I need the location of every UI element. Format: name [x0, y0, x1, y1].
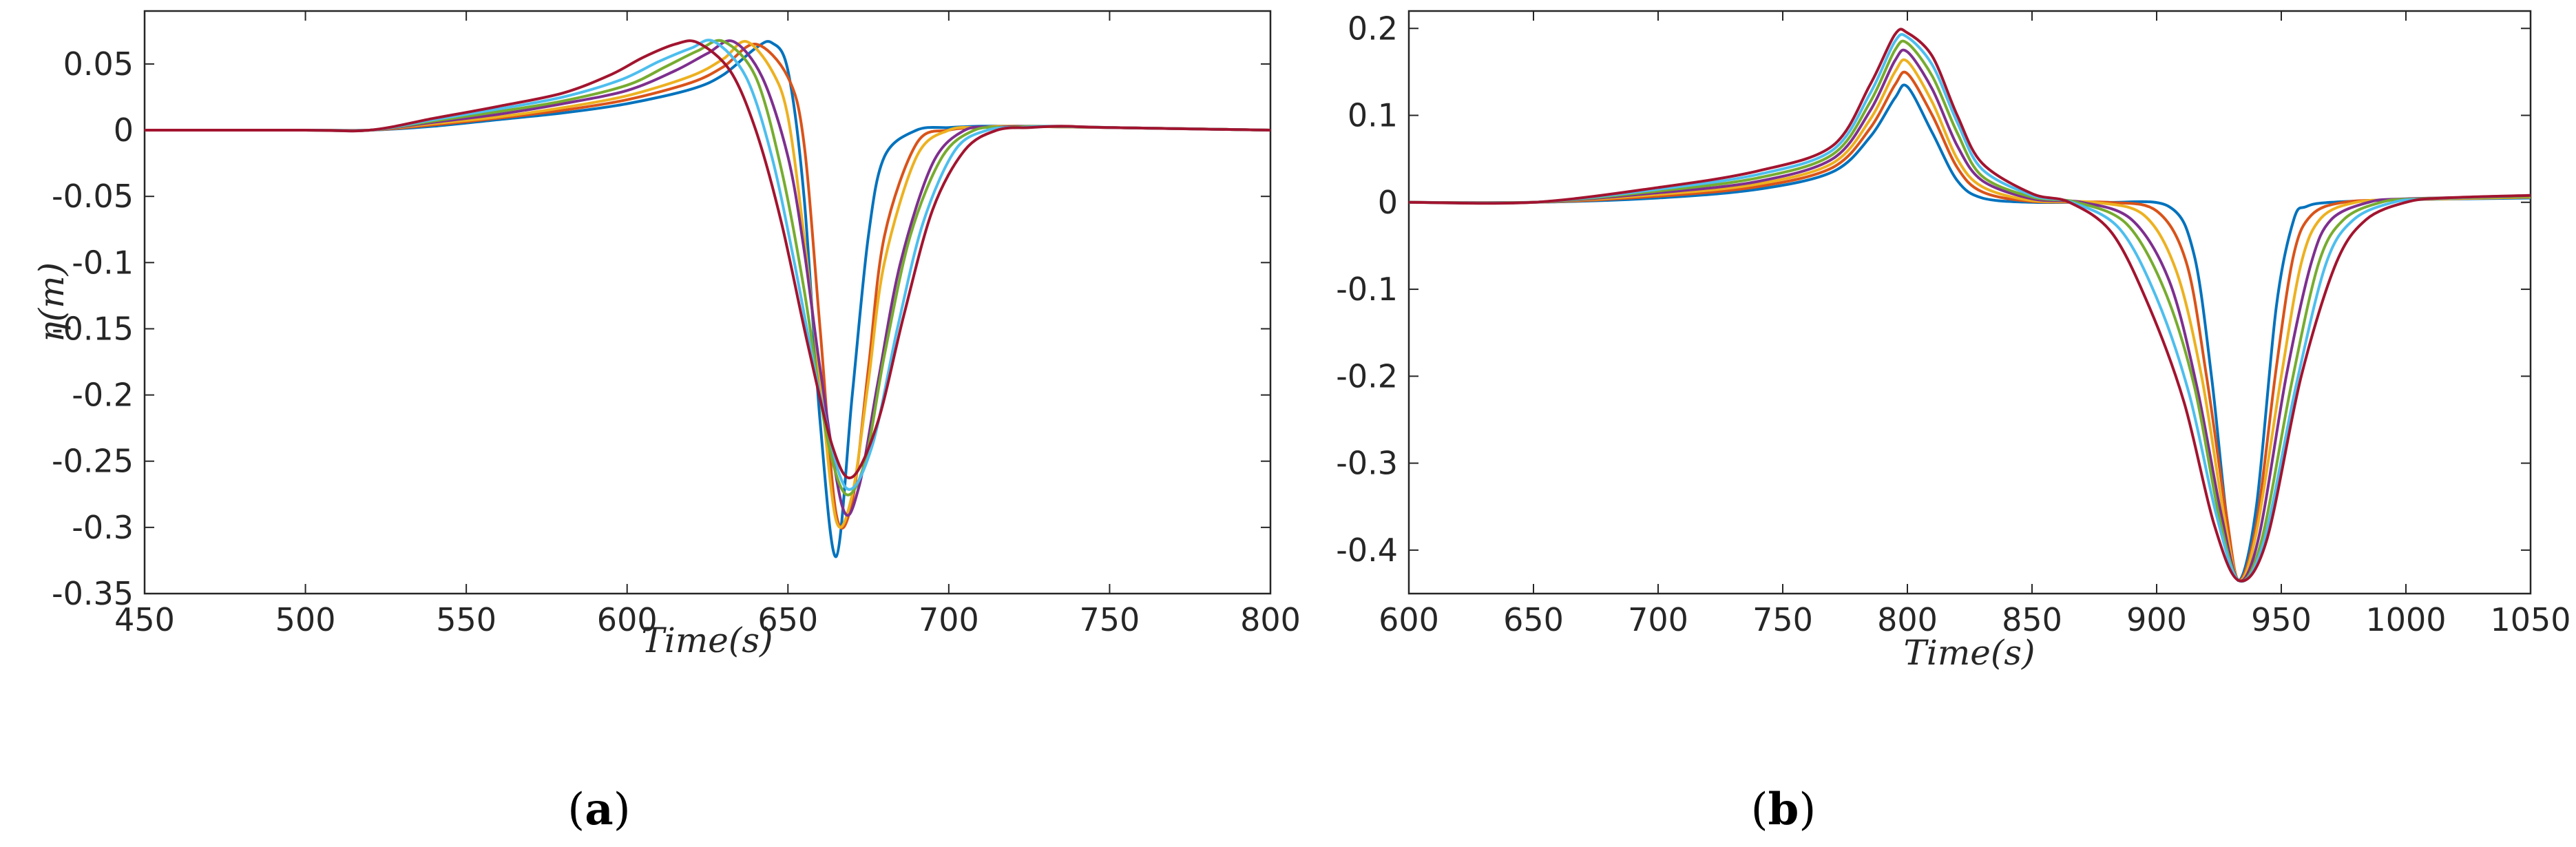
y-tick-label: -0.2	[1336, 357, 1398, 395]
x-axis-label-b: Time(s)	[1903, 633, 2035, 673]
series-line-6	[145, 39, 1270, 491]
y-tick-label: -0.15	[52, 310, 134, 347]
series-line-4	[1409, 48, 2531, 583]
series-line-7	[145, 39, 1270, 479]
series-line-2	[1409, 70, 2531, 583]
x-tick-label: 950	[2251, 601, 2312, 638]
x-tick-label: 1000	[2365, 601, 2446, 638]
y-tick-label: -0.1	[1336, 271, 1398, 308]
y-tick-label: -0.2	[72, 377, 134, 414]
x-tick-label: 500	[275, 601, 336, 638]
panel-label-a: (a)	[567, 784, 630, 835]
chart-panel-b: 600 650 700 750 800 850 900 950 1000 1050 -0.4 -0.3…	[1336, 10, 2570, 835]
x-tick-label: 700	[1628, 601, 1688, 638]
x-tick-label: 550	[436, 601, 496, 638]
x-tick-label: 700	[919, 601, 979, 638]
y-axis-label-a: η(m)	[32, 262, 72, 342]
series-line-1	[1409, 83, 2531, 583]
y-tick-label: -0.4	[1336, 532, 1398, 569]
x-axis-label-a: Time(s)	[641, 620, 773, 660]
ticks-a: 450 500 550 600 650 700 750 800 -0.35 -0.3 -0.25 -0…	[52, 11, 1301, 638]
series-line-6	[1409, 33, 2531, 583]
y-tick-label: -0.35	[52, 575, 134, 612]
y-tick-label: -0.05	[52, 178, 134, 215]
x-tick-label: 650	[1503, 601, 1564, 638]
ticks-b: 600 650 700 750 800 850 900 950 1000 1050 -0.4 -0.3…	[1336, 10, 2570, 638]
y-tick-label: -0.3	[1336, 445, 1398, 482]
x-tick-label: 850	[2002, 601, 2062, 638]
chart-panel-a: 450 500 550 600 650 700 750 800 -0.35 -0.3 -0.25 -0…	[32, 10, 1301, 835]
series-group-b	[1409, 28, 2531, 583]
y-tick-label: -0.25	[52, 443, 134, 480]
x-tick-label: 750	[1752, 601, 1813, 638]
y-tick-label: 0	[1378, 184, 1398, 221]
plot-area-a	[143, 10, 1272, 595]
x-tick-label: 600	[1379, 601, 1439, 638]
y-tick-label: -0.1	[72, 244, 134, 281]
x-tick-label: 800	[1240, 601, 1301, 638]
x-tick-label: 650	[757, 601, 818, 638]
x-tick-label: 450	[114, 601, 175, 638]
y-tick-label: 0.05	[63, 45, 134, 83]
series-line-4	[145, 39, 1270, 517]
x-tick-label: 900	[2126, 601, 2187, 638]
x-tick-label: 800	[1877, 601, 1938, 638]
series-line-5	[1409, 39, 2531, 583]
series-line-5	[145, 39, 1270, 496]
x-tick-label: 750	[1080, 601, 1140, 638]
series-line-7	[1409, 28, 2531, 583]
y-tick-label: 0.2	[1348, 10, 1398, 47]
x-tick-label: 600	[597, 601, 658, 638]
y-tick-label: 0.1	[1348, 97, 1398, 134]
series-group-a	[145, 39, 1270, 558]
series-line-3	[1409, 58, 2531, 583]
y-tick-label: 0	[114, 112, 134, 149]
x-tick-label: 1050	[2490, 601, 2570, 638]
y-tick-label: -0.3	[72, 509, 134, 546]
plot-area-b	[1407, 10, 2532, 595]
panel-label-b: (b)	[1751, 784, 1816, 835]
